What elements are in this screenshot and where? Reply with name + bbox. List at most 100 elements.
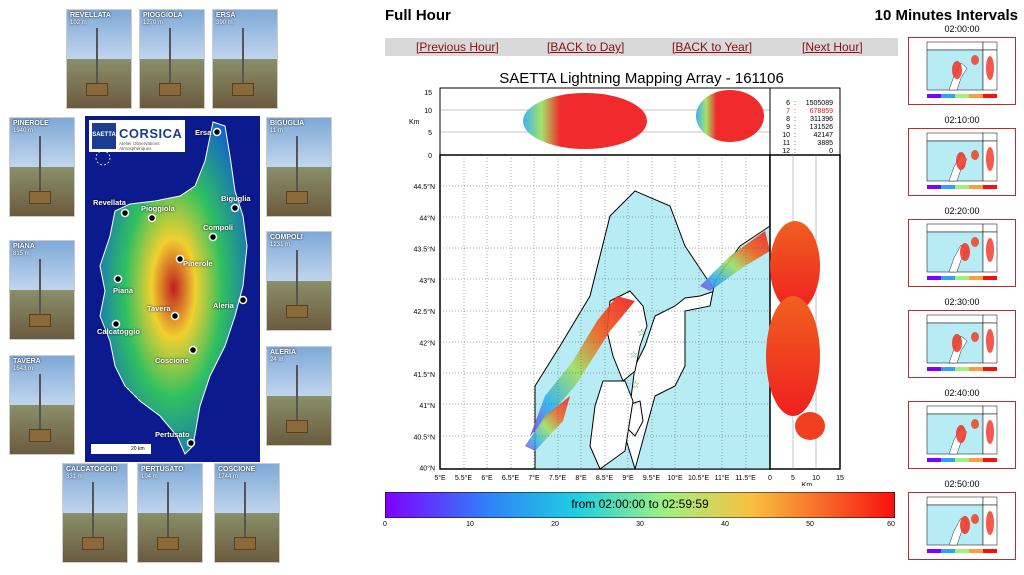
latitude-tick-label: 43°N <box>419 277 435 285</box>
station-count-value: 3885 <box>817 140 833 147</box>
station-name: ERSA <box>216 12 236 19</box>
corsica-logo-text: CORSICA <box>119 126 183 141</box>
site-label-coscione: Coscione <box>155 356 189 365</box>
ten-minute-intervals-heading: 10 Minutes Intervals <box>874 7 1018 24</box>
site-label-ersa: Ersa <box>195 128 212 137</box>
station-name: COMPOLI <box>270 234 303 241</box>
latitude-tick-label: 44.5°N <box>414 183 435 191</box>
station-count-value: 0 <box>829 148 833 155</box>
latitude-tick-label: 41.5°N <box>414 371 435 379</box>
station-photo: TAVERA 1643 m <box>9 355 75 455</box>
latitude-tick-label: 43.5°N <box>414 246 435 254</box>
station-photo: BIGUGLIA 11 m <box>266 117 332 217</box>
lightning-plot: SAETTA Lightning Mapping Array - 161106 <box>385 66 898 489</box>
side-altitude-tick-label: 10 <box>812 475 820 482</box>
station-count-value: 42147 <box>814 132 834 139</box>
plot-canvas: 6: 1505089 7: 678859 8: 311396 9: 131526 10: 4214… <box>409 87 844 489</box>
site-label-tavera: Tavera <box>147 304 171 313</box>
corsica-relief-map: SAETTA CORSICA Atelier Observations Atmo… <box>85 116 260 462</box>
site-label-compoli: Compoli <box>203 223 233 232</box>
thumbnail-interval-plot[interactable] <box>908 492 1016 560</box>
altitude-axis-label: Km <box>409 119 420 126</box>
svg-text:☆: ☆ <box>629 350 638 361</box>
station-photo: COMPOLI 1231 m <box>266 231 332 331</box>
side-altitude-tick-label: 15 <box>836 475 844 482</box>
thumbnail-time-label: 02:00:00 <box>944 24 980 34</box>
station-count-table: 6: 1505089 7: 678859 8: 311396 9: 131526 10: 4214… <box>782 100 833 155</box>
site-label-pinerole: Pinerole <box>183 259 213 268</box>
full-hour-heading: Full Hour <box>385 7 451 24</box>
colorbar-tick: 60 <box>887 521 895 528</box>
station-count-number: 8 <box>786 116 790 123</box>
latitude-tick-label: 40.5°N <box>414 433 435 441</box>
map-scale-bar: 20 km <box>91 444 151 454</box>
latitude-tick-label: 40°N <box>419 465 435 473</box>
longitude-tick-label: 5°E <box>434 474 446 482</box>
site-label-pioggiola: Pioggiola <box>141 204 175 213</box>
longitude-tick-label: 9°E <box>622 474 634 482</box>
station-count-value: 311396 <box>810 116 833 123</box>
back-to-year-link[interactable]: [BACK to Year] <box>672 40 753 54</box>
thumbnail-time-label: 02:20:00 <box>944 206 980 216</box>
thumbnail-preview <box>926 496 998 553</box>
station-altitude: 1270 m <box>143 20 164 26</box>
station-name: PIOGGIOLA <box>143 12 183 19</box>
longitude-tick-label: 11°E <box>715 474 730 482</box>
station-count-separator: : <box>794 124 796 131</box>
svg-text:☆: ☆ <box>631 380 640 391</box>
station-name: PINEROLE <box>13 120 49 127</box>
station-count-separator: : <box>794 140 796 147</box>
thumbnail-interval-plot[interactable] <box>908 401 1016 469</box>
longitude-tick-label: 6°E <box>481 474 493 482</box>
station-name: BIGUGLIA <box>270 120 305 127</box>
longitude-tick-label: 10°E <box>667 474 683 482</box>
station-count-number: 12 <box>782 148 790 155</box>
station-count-separator: : <box>794 148 796 155</box>
next-hour-link[interactable]: [Next Hour] <box>802 40 863 54</box>
svg-text:☆: ☆ <box>637 328 646 339</box>
thumbnail-preview <box>926 41 998 98</box>
thumbnail-preview <box>926 405 998 462</box>
thumbnail-interval-plot[interactable] <box>908 37 1016 105</box>
station-altitude: 102 m <box>70 20 87 26</box>
station-count-number: 11 <box>783 140 790 147</box>
thumbnail-interval-plot[interactable] <box>908 310 1016 378</box>
station-photo: PIOGGIOLA 1270 m <box>139 9 205 109</box>
side-altitude-axis-label: Km <box>802 482 813 486</box>
station-altitude: 331 m <box>66 474 83 480</box>
colorbar-tick: 50 <box>806 521 814 528</box>
thumbnail-time-label: 02:50:00 <box>944 479 980 489</box>
station-name: PIANA <box>13 243 35 250</box>
station-count-separator: : <box>794 132 796 139</box>
site-label-calcatoggio: Calcatoggio <box>97 327 140 336</box>
station-photo: COSCIONE 1744 m <box>214 463 280 563</box>
longitude-tick-label: 8°E <box>575 474 587 482</box>
corsica-logo-subtitle: Atelier Observations Atmosphériques <box>119 141 160 151</box>
thumbnail-interval-plot[interactable] <box>908 219 1016 287</box>
longitude-tick-label: 9.5°E <box>643 474 661 482</box>
altitude-tick-label: 10 <box>424 108 432 115</box>
thumbnail-preview <box>926 223 998 280</box>
site-label-piana: Piana <box>113 286 134 295</box>
side-altitude-tick-label: 5 <box>791 475 795 482</box>
station-photo: REVELLATA 102 m <box>66 9 132 109</box>
station-altitude: 104 m <box>141 474 158 480</box>
longitude-tick-label: 10.5°E <box>688 474 709 482</box>
altitude-tick-label: 0 <box>428 153 432 160</box>
colorbar-tick: 20 <box>551 521 559 528</box>
station-name: TAVERA <box>13 358 41 365</box>
longitude-tick-label: 6.5°E <box>502 474 520 482</box>
station-photo: PINEROLE 1940 m <box>9 117 75 217</box>
saetta-logo-badge: SAETTA <box>92 123 116 149</box>
longitude-tick-label: 8.5°E <box>596 474 614 482</box>
altitude-tick-label: 15 <box>424 90 432 97</box>
thumbnail-preview <box>926 314 998 371</box>
previous-hour-link[interactable]: [Previous Hour] <box>416 40 499 54</box>
station-name: ALERIA <box>270 349 297 356</box>
back-to-day-link[interactable]: [BACK to Day] <box>547 40 625 54</box>
thumbnail-interval-plot[interactable] <box>908 128 1016 196</box>
island-shape <box>95 121 248 455</box>
station-name: CALCATOGGIO <box>66 466 118 473</box>
colorbar-tick: 40 <box>721 521 729 528</box>
